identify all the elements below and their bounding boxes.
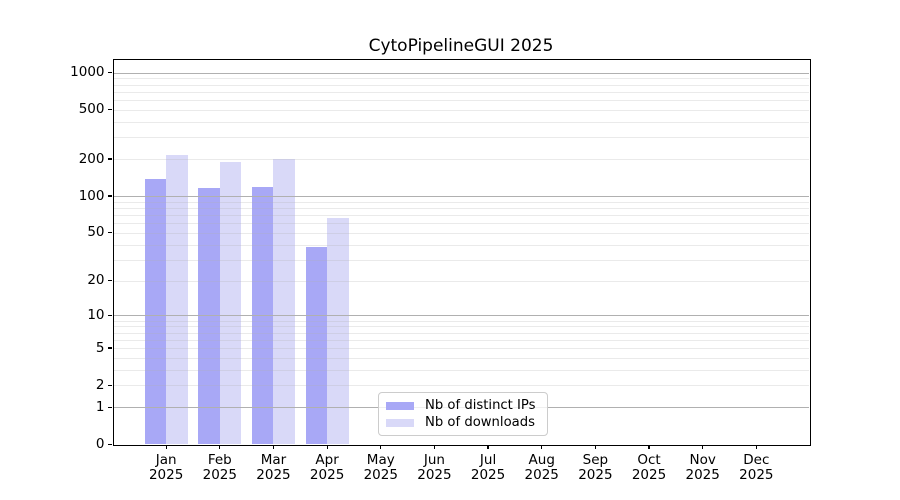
x-tick-label-apr: Apr 2025 [309,451,345,483]
chart-title: CytoPipelineGUI 2025 [368,36,554,56]
legend-swatch-downloads-icon [386,418,414,427]
y-tick-mark [107,195,112,197]
gridline-minor [113,84,809,86]
y-tick-mark [107,232,112,234]
x-tick-mark [755,444,757,449]
gridline-minor [113,369,809,371]
gridline-minor [113,348,809,350]
y-tick-label-200: 200 [78,150,105,167]
gridline-major [113,72,809,74]
y-tick-label-0: 0 [95,436,105,452]
y-tick-label-1000: 1000 [70,64,105,81]
y-tick-mark [107,406,112,408]
y-tick-label-5: 5 [95,339,105,356]
gridline-minor [113,78,809,80]
gridline-minor [113,201,809,203]
legend-item-distinct-ips: Nb of distinct IPs [386,398,539,413]
x-tick-label-feb: Feb 2025 [202,451,237,483]
gridline-minor [113,326,809,328]
gridline-minor [113,223,809,225]
x-tick-mark [326,444,328,449]
bar-downloads-feb [219,161,242,445]
gridline-major [113,196,809,198]
legend: Nb of distinct IPs Nb of downloads [378,392,548,436]
x-tick-mark [541,444,543,449]
x-tick-mark [219,444,221,449]
x-tick-mark [272,444,275,449]
x-tick-mark [702,444,704,449]
gridline-minor [113,339,809,341]
x-tick-label-jun: Jun 2025 [417,451,452,483]
y-tick-label-2: 2 [95,376,105,393]
y-tick-label-100: 100 [78,187,105,204]
gridline-minor [113,280,809,282]
bar-downloads-jan [166,155,188,445]
x-tick-label-jul: Jul 2025 [470,451,506,483]
gridline-minor [113,259,809,261]
x-tick-label-jan: Jan 2025 [148,451,184,483]
x-tick-label-dec: Dec 2025 [739,451,774,483]
y-tick-label-1: 1 [95,398,105,415]
x-tick-label-may: May 2025 [363,451,398,483]
x-tick-mark [648,444,650,449]
y-tick-mark [107,384,112,386]
x-tick-mark [433,444,435,449]
x-tick-mark [165,444,167,449]
gridline-minor [113,385,809,387]
gridline-minor [113,109,809,111]
x-tick-label-aug: Aug 2025 [524,451,559,483]
y-tick-label-50: 50 [87,224,105,241]
y-tick-mark [107,443,112,446]
x-tick-mark [380,444,382,449]
legend-label-distinct-ips: Nb of distinct IPs [425,398,536,413]
gridline-minor [113,357,809,359]
y-tick-mark [107,280,112,282]
bar-distinct-ips-jan [144,179,167,445]
legend-item-downloads: Nb of downloads [386,415,539,430]
bar-downloads-apr [327,218,349,445]
y-tick-label-500: 500 [78,101,105,118]
gridline-minor [113,207,809,209]
gridline-minor [113,159,809,161]
x-tick-mark [594,444,596,449]
gridline-minor [113,121,809,123]
x-tick-mark [487,444,489,449]
x-tick-label-mar: Mar 2025 [256,451,291,483]
y-tick-mark [107,314,112,316]
gridline-minor [113,332,809,334]
gridline-minor [113,244,809,246]
gridline-minor [113,320,809,322]
bar-downloads-mar [273,159,295,445]
gridline-minor [113,215,809,217]
legend-label-downloads: Nb of downloads [425,415,535,430]
y-tick-mark [107,158,112,160]
gridline-major [113,315,809,317]
gridline-minor [113,232,809,234]
x-tick-label-oct: Oct 2025 [631,451,667,483]
y-tick-label-10: 10 [87,306,105,323]
gridline-minor [113,100,809,102]
legend-swatch-distinct-ips-icon [386,401,414,410]
gridline-minor [113,137,809,139]
y-tick-mark [107,347,112,349]
y-tick-mark [107,109,112,111]
gridline-minor [113,91,809,93]
x-tick-label-nov: Nov 2025 [685,451,720,483]
x-tick-label-sep: Sep 2025 [578,451,613,483]
bar-distinct-ips-apr [305,247,328,445]
y-tick-mark [107,72,112,74]
y-tick-label-20: 20 [87,272,105,289]
